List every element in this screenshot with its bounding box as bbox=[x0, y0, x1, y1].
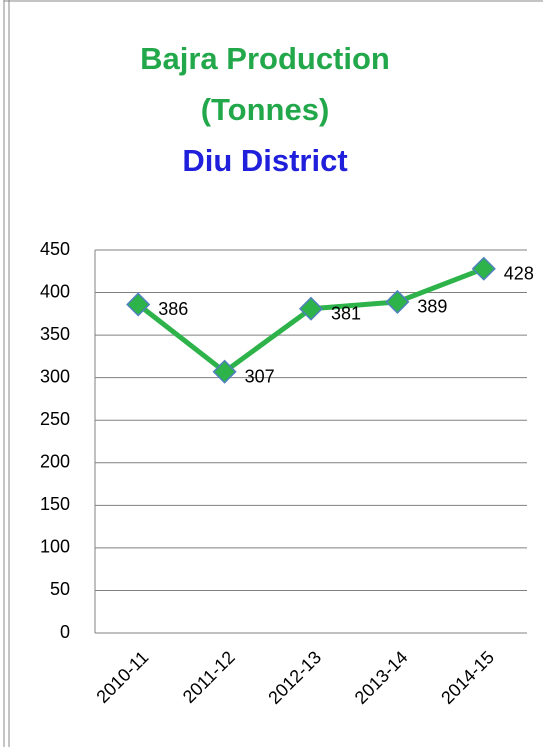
x-tick-label: 2014-15 bbox=[437, 647, 498, 708]
y-tick-label: 200 bbox=[40, 452, 70, 472]
x-tick-label: 2013-14 bbox=[351, 647, 412, 708]
data-label: 428 bbox=[504, 263, 534, 283]
marker bbox=[298, 296, 324, 321]
y-tick-label: 400 bbox=[40, 281, 70, 301]
data-label: 307 bbox=[245, 366, 275, 386]
y-tick-label: 50 bbox=[50, 579, 70, 599]
y-tick-label: 250 bbox=[40, 409, 70, 429]
y-tick-label: 450 bbox=[40, 239, 70, 259]
y-tick-label: 100 bbox=[40, 537, 70, 557]
marker bbox=[126, 292, 151, 317]
marker bbox=[385, 289, 410, 314]
chart-title: (Tonnes) bbox=[201, 92, 330, 127]
marker bbox=[471, 256, 496, 281]
y-tick-label: 350 bbox=[40, 324, 70, 344]
chart-title: Bajra Production bbox=[140, 41, 390, 76]
y-tick-label: 0 bbox=[60, 622, 70, 642]
y-tick-label: 150 bbox=[40, 494, 70, 514]
x-tick-label: 2011-12 bbox=[179, 647, 239, 707]
data-label: 386 bbox=[158, 299, 188, 319]
data-label: 389 bbox=[417, 297, 447, 317]
x-tick-label: 2010-11 bbox=[92, 647, 152, 707]
y-tick-label: 300 bbox=[40, 366, 70, 386]
data-label: 381 bbox=[331, 303, 361, 323]
marker bbox=[212, 359, 237, 384]
chart-subtitle: Diu District bbox=[182, 143, 347, 178]
x-tick-label: 2012-13 bbox=[264, 647, 325, 708]
